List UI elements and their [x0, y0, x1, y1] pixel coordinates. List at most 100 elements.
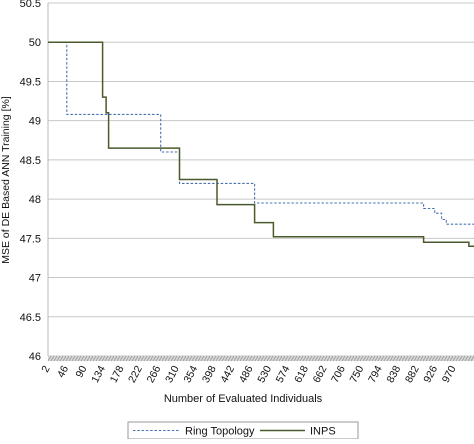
axis-band-hatch — [359, 355, 364, 362]
y-tick-label: 47 — [29, 273, 41, 285]
axis-band-hatch — [344, 355, 349, 362]
axis-band-hatch — [446, 355, 451, 362]
axis-band-hatch — [119, 355, 124, 362]
x-tick-labels: 2 46 90 134 178 222 266 310 354 398 442 486 530 574 61… — [39, 364, 458, 385]
axis-band-hatch — [362, 355, 367, 362]
axis-band-hatch — [68, 355, 73, 362]
axis-band-hatch — [59, 355, 64, 362]
x-tick-label: 90 — [73, 364, 89, 380]
y-tick-label: 49 — [29, 116, 41, 128]
axis-band-hatch — [164, 355, 169, 362]
axis-band-hatch — [131, 355, 136, 362]
axis-band-hatch — [377, 355, 382, 362]
axis-band-hatch — [323, 355, 328, 362]
y-tick-label: 50.5 — [20, 0, 41, 10]
axis-band-hatch — [416, 355, 421, 362]
x-tick-label: 442 — [218, 364, 237, 385]
axis-band-hatch — [143, 355, 148, 362]
axis-band-hatch — [437, 355, 442, 362]
y-tick-label: 48 — [29, 194, 41, 206]
axis-band-hatch — [92, 355, 97, 362]
x-tick-label: 2 — [39, 364, 52, 375]
axis-band-hatch — [251, 355, 256, 362]
axis-band-hatch — [209, 355, 214, 362]
axis-band-hatch — [83, 355, 88, 362]
axis-band-hatch — [368, 355, 373, 362]
axis-band-hatch — [188, 355, 193, 362]
axis-band-hatch — [134, 355, 139, 362]
axis-band-hatch — [224, 355, 229, 362]
axis-band-hatch — [149, 355, 154, 362]
axis-band-hatch — [215, 355, 220, 362]
axis-band-hatch — [137, 355, 142, 362]
axis-band-hatch — [431, 355, 436, 362]
x-tick-label: 530 — [255, 364, 274, 385]
axis-band-hatch — [374, 355, 379, 362]
axis-band-hatch — [125, 355, 130, 362]
x-tick-label: 354 — [181, 364, 200, 385]
axis-band-hatch — [176, 355, 181, 362]
axis-band-hatch — [383, 355, 388, 362]
y-tick-label: 46.5 — [20, 312, 41, 324]
axis-band-hatch — [299, 355, 304, 362]
axis-band-hatch — [65, 355, 70, 362]
axis-band-hatch — [182, 355, 187, 362]
axis-band-hatch — [104, 355, 109, 362]
y-tick-label: 49.5 — [20, 76, 41, 88]
axis-band-hatch — [161, 355, 166, 362]
axis-band-hatch — [80, 355, 85, 362]
axis-band-hatch — [398, 355, 403, 362]
axis-band-hatch — [242, 355, 247, 362]
axis-band-hatch — [329, 355, 334, 362]
series-line-ring-topology — [48, 41, 474, 225]
x-tick-label: 486 — [237, 364, 256, 385]
x-tick-label: 46 — [55, 364, 71, 380]
axis-band-hatch — [290, 355, 295, 362]
axis-band — [48, 356, 474, 361]
legend: Ring Topology INPS — [127, 421, 359, 440]
axis-band-hatch — [443, 355, 448, 362]
axis-band-hatch — [287, 355, 292, 362]
axis-band-hatch — [233, 355, 238, 362]
axis-band-hatch — [122, 355, 127, 362]
axis-band-hatch — [401, 355, 406, 362]
axis-band-hatch — [428, 355, 433, 362]
axis-band-hatch — [353, 355, 358, 362]
y-tick-label: 46 — [29, 351, 41, 363]
y-axis-label: MSE of DE Based ANN Training [%] — [0, 96, 12, 264]
axis-band-hatch — [197, 355, 202, 362]
axis-band-hatch — [455, 355, 460, 362]
axis-band-hatch — [410, 355, 415, 362]
y-tick-labels: 46 46.5 47 47.5 48 48.5 49 49.5 50 50.5 — [20, 0, 41, 363]
axis-band-hatch — [116, 355, 121, 362]
axis-band-hatch — [461, 355, 466, 362]
x-tick-label: 794 — [366, 364, 385, 385]
axis-band-hatch — [185, 355, 190, 362]
axis-band-hatch — [332, 355, 337, 362]
axis-band-hatch — [317, 355, 322, 362]
axis-band-hatch — [221, 355, 226, 362]
x-tick-label: 134 — [89, 364, 108, 385]
axis-band-hatch — [326, 355, 331, 362]
axis-band-hatch — [395, 355, 400, 362]
axis-band-hatch — [200, 355, 205, 362]
axis-band-hatch — [278, 355, 283, 362]
axis-band-hatch — [305, 355, 310, 362]
x-tick-label: 266 — [145, 364, 164, 385]
axis-band-hatch — [467, 355, 472, 362]
axis-band-hatch — [89, 355, 94, 362]
axis-band-hatch — [320, 355, 325, 362]
axis-band-hatch — [248, 355, 253, 362]
x-tick-label: 222 — [126, 364, 145, 385]
axis-band-hatch — [212, 355, 217, 362]
axis-band-hatch — [254, 355, 259, 362]
x-tick-label: 926 — [421, 364, 440, 385]
x-tick-label: 618 — [292, 364, 311, 385]
axis-band-hatch — [419, 355, 424, 362]
axis-band-hatch — [440, 355, 445, 362]
axis-band-hatch — [206, 355, 211, 362]
axis-band-hatch — [371, 355, 376, 362]
axis-band-hatch — [380, 355, 385, 362]
